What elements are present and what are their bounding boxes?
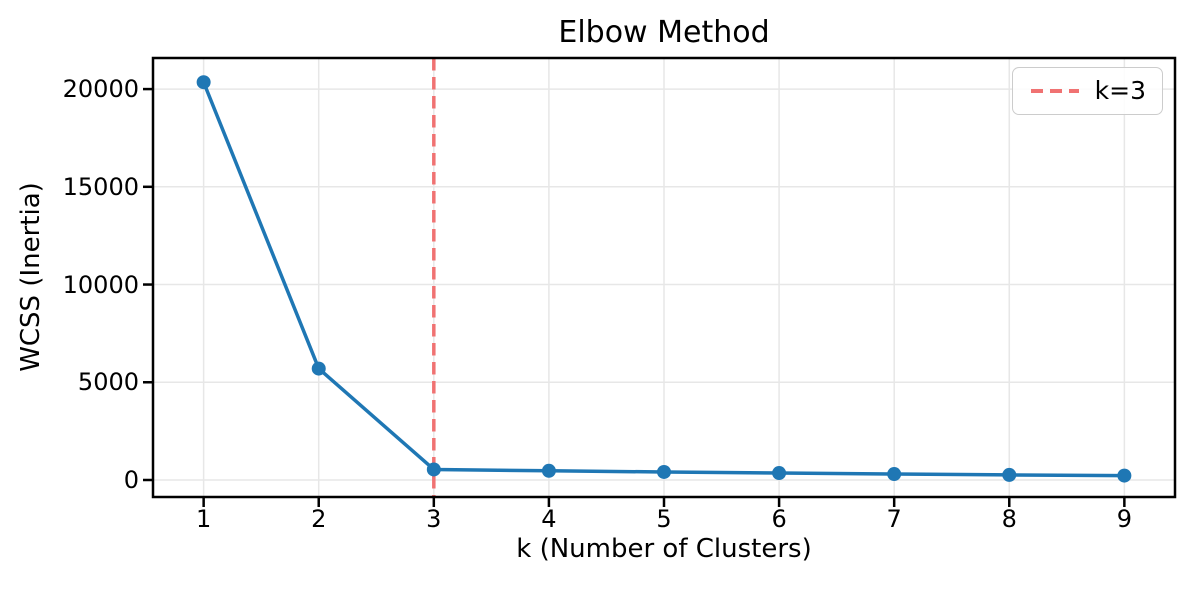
y-tick-label: 0 [123, 465, 139, 494]
y-tick-label: 5000 [77, 368, 139, 397]
plot-area: k=3 [143, 56, 1177, 507]
x-tick-label: 5 [656, 505, 672, 533]
y-tick-label: 15000 [62, 172, 139, 201]
plot-canvas [143, 56, 1177, 507]
x-tick-label: 7 [886, 505, 902, 533]
legend-dashed-line-icon [1030, 89, 1079, 93]
x-tick-label: 1 [195, 505, 212, 533]
x-axis-label: k (Number of Clusters) [516, 534, 812, 564]
chart-title: Elbow Method [558, 15, 770, 50]
legend-label: k=3 [1094, 76, 1146, 105]
y-tick-label: 20000 [62, 75, 139, 104]
x-tick-label: 3 [426, 505, 442, 533]
y-tick-label: 10000 [62, 270, 139, 299]
x-tick-label: 9 [1116, 505, 1132, 533]
legend: k=3 [1011, 67, 1163, 115]
x-tick-label: 8 [1001, 505, 1017, 533]
x-tick-label: 6 [771, 505, 787, 533]
x-tick-label: 4 [541, 505, 557, 533]
x-tick-label: 2 [311, 505, 327, 533]
